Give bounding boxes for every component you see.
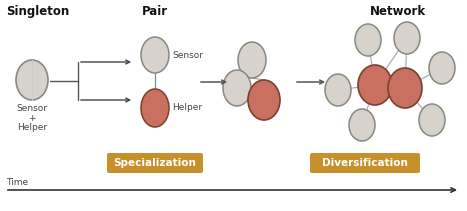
Text: Sensor: Sensor [172,50,203,60]
Ellipse shape [223,70,251,106]
Ellipse shape [16,60,48,100]
FancyBboxPatch shape [107,153,203,173]
Ellipse shape [429,52,455,84]
Ellipse shape [358,65,392,105]
Text: Specialization: Specialization [113,158,197,168]
Ellipse shape [394,22,420,54]
Text: Time: Time [6,178,28,187]
Text: Pair: Pair [142,5,168,18]
Ellipse shape [355,24,381,56]
Text: Diversification: Diversification [322,158,408,168]
Ellipse shape [238,42,266,78]
Text: Network: Network [370,5,426,18]
Ellipse shape [141,37,169,73]
Ellipse shape [325,74,351,106]
Ellipse shape [141,89,169,127]
FancyBboxPatch shape [310,153,420,173]
Text: Sensor
+
Helper: Sensor + Helper [16,104,48,132]
Text: Helper: Helper [172,104,202,112]
Text: Singleton: Singleton [6,5,69,18]
Ellipse shape [248,80,280,120]
Ellipse shape [419,104,445,136]
Ellipse shape [16,60,48,100]
Ellipse shape [349,109,375,141]
Ellipse shape [388,68,422,108]
